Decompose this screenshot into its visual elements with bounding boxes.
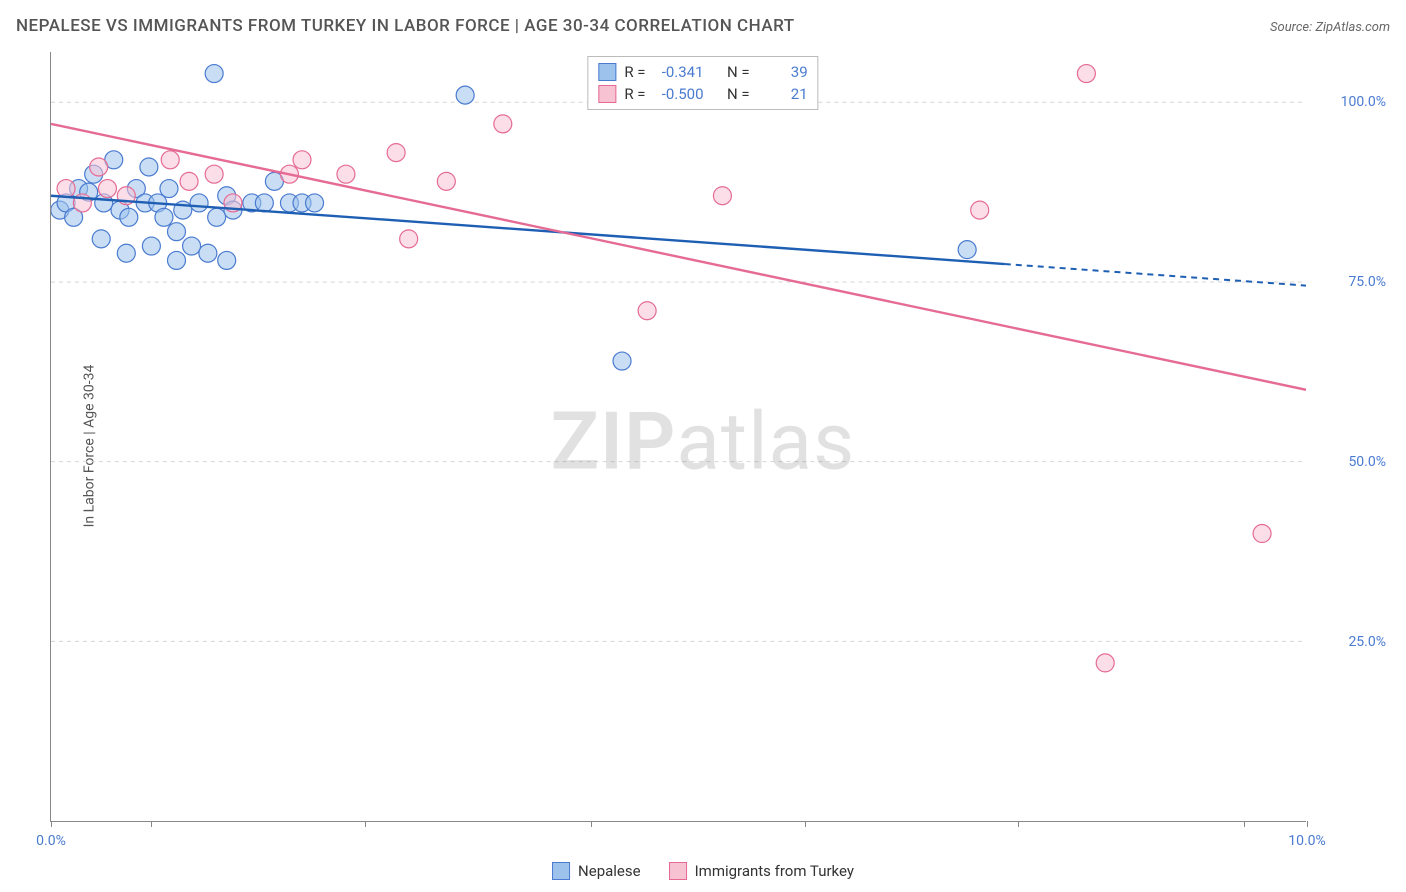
data-point <box>1077 65 1095 83</box>
data-point <box>437 172 455 190</box>
data-point <box>117 244 135 262</box>
trend-line <box>51 124 1306 390</box>
data-point <box>306 194 324 212</box>
data-point <box>713 187 731 205</box>
data-point <box>387 144 405 162</box>
chart-title: NEPALESE VS IMMIGRANTS FROM TURKEY IN LA… <box>16 16 795 36</box>
data-point <box>183 237 201 255</box>
x-tick-label: 10.0% <box>1288 833 1326 849</box>
data-point <box>400 230 418 248</box>
source-attribution: Source: ZipAtlas.com <box>1270 20 1390 35</box>
data-point <box>337 165 355 183</box>
legend-swatch <box>669 862 687 880</box>
data-point <box>168 251 186 269</box>
data-point <box>140 158 158 176</box>
data-point <box>494 115 512 133</box>
data-point <box>456 86 474 104</box>
data-point <box>1253 525 1271 543</box>
data-point <box>190 194 208 212</box>
y-tick-label: 25.0% <box>1348 634 1386 650</box>
data-point <box>613 352 631 370</box>
data-point <box>218 251 236 269</box>
data-point <box>120 208 138 226</box>
data-point <box>160 180 178 198</box>
y-tick-label: 75.0% <box>1348 274 1386 290</box>
data-point <box>155 208 173 226</box>
x-tick-label: 0.0% <box>36 833 66 849</box>
data-point <box>205 165 223 183</box>
data-point <box>142 237 160 255</box>
data-point <box>92 230 110 248</box>
legend-swatch <box>598 85 616 103</box>
data-point <box>255 194 273 212</box>
legend-item: Immigrants from Turkey <box>669 862 854 880</box>
data-point <box>958 241 976 259</box>
legend-swatch <box>552 862 570 880</box>
legend-label: Nepalese <box>578 862 641 880</box>
data-point <box>98 180 116 198</box>
stats-row: R =-0.500 N =21 <box>598 83 807 105</box>
data-point <box>293 151 311 169</box>
correlation-stats-legend: R =-0.341 N =39R =-0.500 N =21 <box>587 56 818 110</box>
legend-item: Nepalese <box>552 862 641 880</box>
y-tick-label: 50.0% <box>1348 454 1386 470</box>
data-point <box>161 151 179 169</box>
scatter-chart <box>51 52 1306 821</box>
series-legend: Nepalese Immigrants from Turkey <box>552 862 854 880</box>
data-point <box>199 244 217 262</box>
data-point <box>205 65 223 83</box>
legend-label: Immigrants from Turkey <box>695 862 854 880</box>
data-point <box>180 172 198 190</box>
stats-row: R =-0.341 N =39 <box>598 61 807 83</box>
data-point <box>638 302 656 320</box>
legend-swatch <box>598 63 616 81</box>
data-point <box>208 208 226 226</box>
data-point <box>1096 654 1114 672</box>
y-tick-label: 100.0% <box>1341 94 1386 110</box>
data-point <box>168 223 186 241</box>
plot-area: 25.0%50.0%75.0%100.0% 0.0%10.0% <box>50 52 1306 822</box>
data-point <box>90 158 108 176</box>
data-point <box>971 201 989 219</box>
data-point <box>57 180 75 198</box>
